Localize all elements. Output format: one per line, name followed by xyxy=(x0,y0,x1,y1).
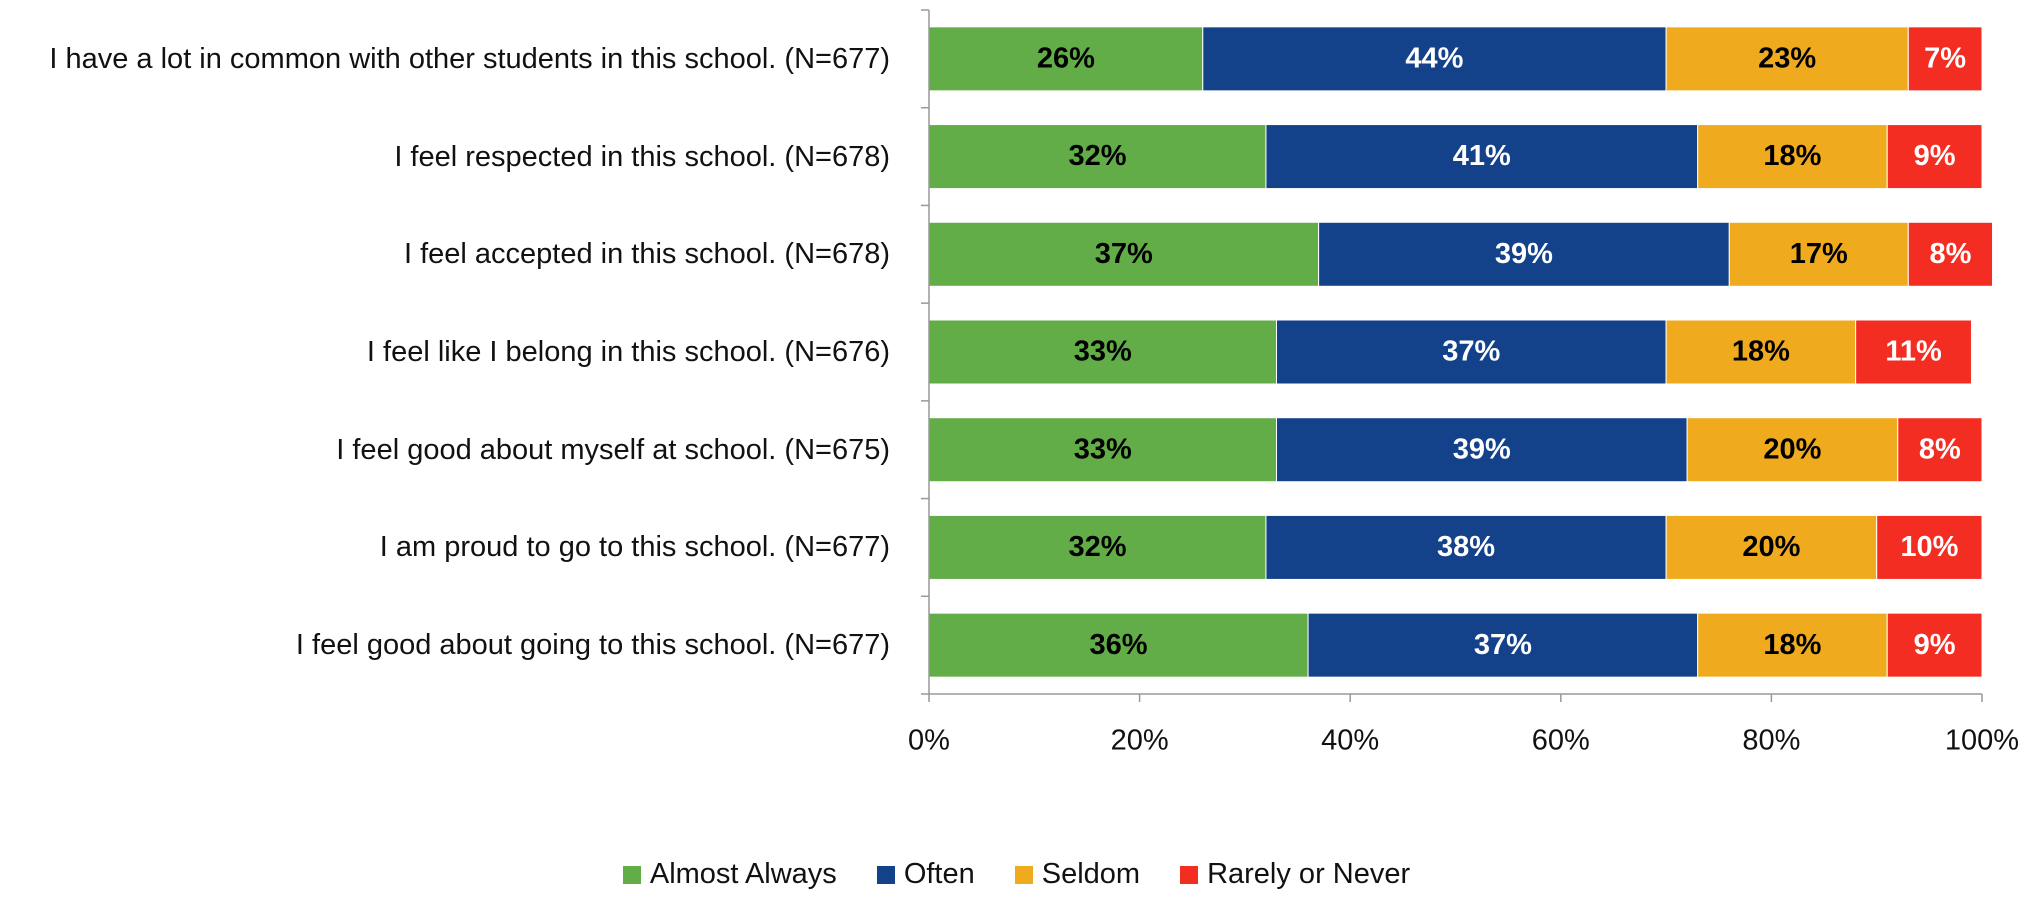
bar-segment xyxy=(1728,221,1909,287)
x-tick-label: 100% xyxy=(1945,725,2019,757)
bar-segment xyxy=(1665,514,1878,580)
data-label: 11% xyxy=(1885,336,1942,368)
category-label: I feel respected in this school. (N=678) xyxy=(394,140,890,173)
bar-segment xyxy=(1886,124,1983,190)
data-label: 32% xyxy=(1068,140,1126,172)
bar-segment xyxy=(928,417,1277,483)
bar-segment xyxy=(1907,26,1983,92)
data-label: 18% xyxy=(1763,140,1821,172)
bar-segment xyxy=(928,221,1320,287)
data-label: 37% xyxy=(1474,629,1532,661)
legend-label: Often xyxy=(903,858,975,890)
bar-segment xyxy=(1275,417,1688,483)
legend-item: Seldom xyxy=(1014,858,1141,891)
bar-segment xyxy=(928,26,1204,92)
bar-segment xyxy=(928,124,1267,190)
bar-segment xyxy=(1265,514,1667,580)
bar-segment xyxy=(1897,417,1983,483)
data-label: 20% xyxy=(1763,433,1821,465)
data-label: 41% xyxy=(1453,140,1511,172)
data-label: 9% xyxy=(1914,140,1956,172)
data-label: 38% xyxy=(1437,531,1495,563)
bar-segment xyxy=(1665,26,1909,92)
data-label: 18% xyxy=(1763,629,1821,661)
x-tick-label: 0% xyxy=(908,725,950,757)
bar-segment xyxy=(1686,417,1899,483)
bar-segment xyxy=(1876,514,1983,580)
data-label: 26% xyxy=(1037,43,1095,75)
legend-swatch xyxy=(876,865,895,884)
data-label: 18% xyxy=(1732,336,1790,368)
legend-swatch xyxy=(1014,865,1033,884)
data-label: 23% xyxy=(1758,43,1816,75)
category-label: I feel like I belong in this school. (N=… xyxy=(366,335,890,368)
bar-segment xyxy=(1907,221,1994,287)
data-label: 32% xyxy=(1068,531,1126,563)
legend-swatch xyxy=(622,865,641,884)
data-label: 33% xyxy=(1074,336,1132,368)
category-label: I feel good about going to this school. … xyxy=(295,629,890,662)
data-label: 9% xyxy=(1914,629,1956,661)
category-label: I am proud to go to this school. (N=677) xyxy=(379,531,890,564)
bar-segment xyxy=(1307,612,1699,678)
bar-segment xyxy=(1202,26,1667,92)
bar-segment xyxy=(928,612,1309,678)
data-label: 17% xyxy=(1790,238,1848,270)
category-label: I feel accepted in this school. (N=678) xyxy=(403,238,890,271)
x-tick-label: 80% xyxy=(1742,725,1800,757)
data-label: 37% xyxy=(1095,238,1153,270)
legend-item: Often xyxy=(876,858,975,891)
data-label: 36% xyxy=(1090,629,1148,661)
data-label: 39% xyxy=(1453,433,1511,465)
data-label: 8% xyxy=(1929,238,1971,270)
legend-item: Rarely or Never xyxy=(1180,858,1410,891)
category-label: I have a lot in common with other studen… xyxy=(49,42,890,75)
data-label: 8% xyxy=(1919,433,1961,465)
x-tick-label: 20% xyxy=(1111,725,1169,757)
bar-segment xyxy=(1665,319,1857,385)
data-label: 37% xyxy=(1442,336,1500,368)
bar-segment xyxy=(1855,319,1972,385)
data-label: 20% xyxy=(1742,531,1800,563)
bar-segment xyxy=(1275,319,1667,385)
data-label: 44% xyxy=(1405,43,1463,75)
legend-item: Almost Always xyxy=(622,858,837,891)
x-tick-label: 40% xyxy=(1321,725,1379,757)
legend-swatch xyxy=(1180,865,1199,884)
legend: Almost Always Often Seldom Rarely or Never xyxy=(0,858,2033,891)
legend-label: Seldom xyxy=(1041,858,1141,890)
x-tick-label: 60% xyxy=(1532,725,1590,757)
legend-label: Almost Always xyxy=(649,858,837,890)
bar-segment xyxy=(1886,612,1983,678)
bar-segment xyxy=(1697,612,1888,678)
data-label: 39% xyxy=(1495,238,1553,270)
data-label: 33% xyxy=(1074,433,1132,465)
bar-segment xyxy=(1697,124,1888,190)
legend-label: Rarely or Never xyxy=(1207,858,1411,890)
bar-segment xyxy=(1318,221,1730,287)
bar-segment xyxy=(928,319,1277,385)
category-label: I feel good about myself at school. (N=6… xyxy=(336,433,890,466)
bar-segment xyxy=(1265,124,1699,190)
data-label: 7% xyxy=(1924,43,1966,75)
data-label: 10% xyxy=(1900,531,1958,563)
